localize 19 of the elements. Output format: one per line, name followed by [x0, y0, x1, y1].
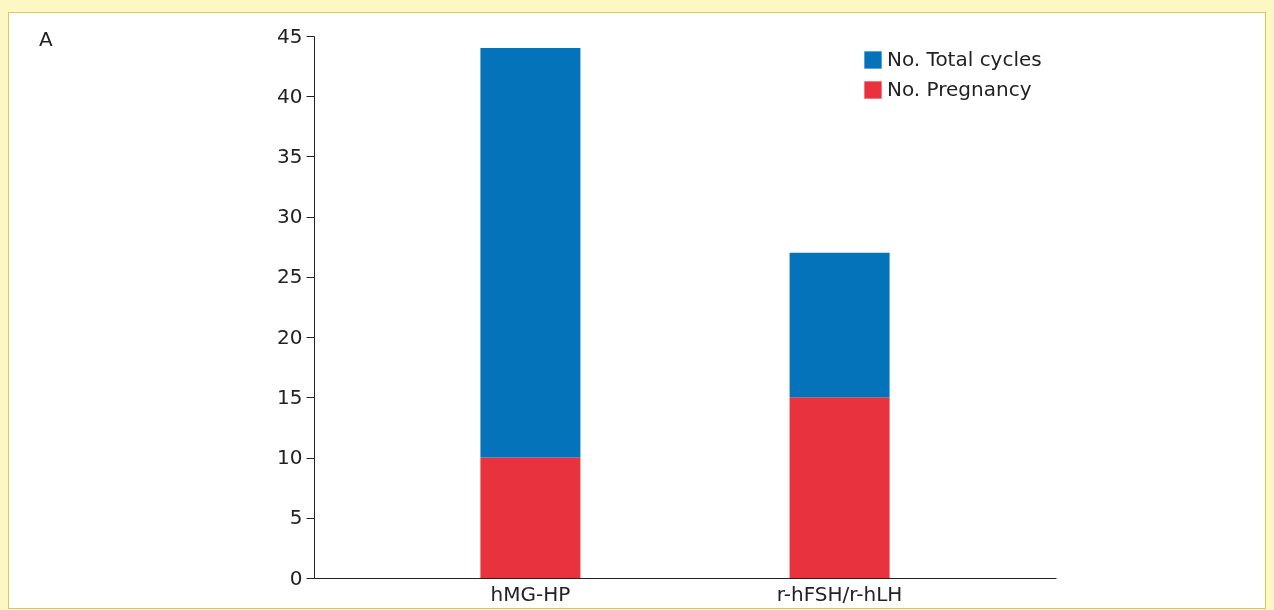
y-tick-label: 35	[277, 143, 303, 168]
bar	[480, 48, 581, 458]
y-tick-label: 40	[277, 83, 303, 108]
y-tick-label: 10	[277, 445, 303, 470]
bar	[789, 397, 890, 578]
bar	[789, 252, 890, 398]
bar	[480, 457, 581, 578]
y-tick-label: 30	[277, 204, 303, 229]
x-tick-label: hMG-HP	[490, 581, 571, 606]
text: A	[39, 27, 53, 51]
y-tick-label: 25	[277, 264, 303, 289]
y-tick-label: 20	[277, 324, 303, 349]
x-tick-label: r-hFSH/r-hLH	[776, 581, 903, 606]
legend-label: No. Pregnancy	[887, 77, 1032, 101]
legend-label: No. Total cycles	[887, 47, 1042, 71]
y-tick-label: 5	[289, 505, 303, 530]
y-tick-label: 0	[289, 565, 303, 590]
y-tick-label: 15	[277, 384, 303, 409]
y-tick-label: 45	[277, 23, 303, 48]
